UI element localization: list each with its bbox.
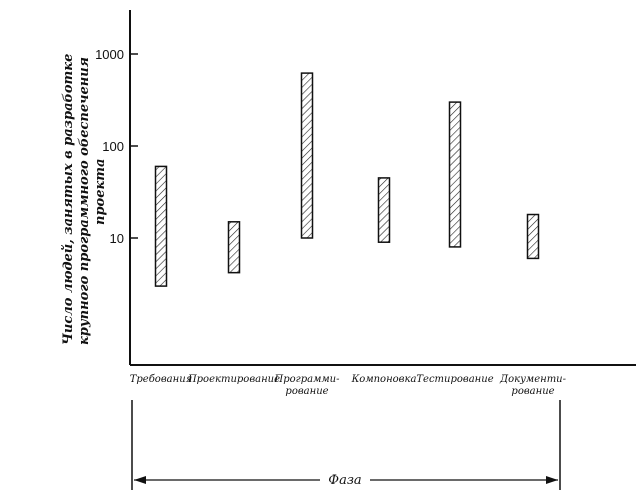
y-tick-label: 1000 [95, 47, 124, 62]
phase-label: Фаза [328, 473, 361, 488]
y-axis-label: Число людей, занятых в разработке крупно… [61, 54, 108, 345]
arrow-right-icon [546, 476, 558, 484]
y-tick-label: 10 [110, 231, 124, 246]
range-bar [154, 165, 168, 287]
y-axis-label-line-2: крупного программного обеспечения [77, 57, 92, 345]
range-bar [526, 213, 540, 260]
y-axis-label-line-1: Число людей, занятых в разработке [61, 54, 76, 345]
category-label: Требования [130, 374, 193, 385]
category-label: Компоновка [351, 374, 417, 385]
category-label: рование [511, 386, 554, 397]
category-label: рование [285, 386, 328, 397]
category-label: Программи- [274, 374, 341, 385]
range-bar [448, 101, 462, 248]
category-labels: ТребованияПроектированиеПрограмми-ровани… [130, 374, 567, 397]
y-tick-label: 100 [102, 139, 124, 154]
y-ticks: 10 100 1000 [95, 47, 138, 246]
y-axis-label-line-3: проекта [93, 159, 108, 225]
range-bar [300, 72, 314, 239]
phase-bracket: Фаза [131, 400, 561, 490]
category-label: Тестирование [416, 374, 493, 385]
range-bar [227, 221, 241, 274]
arrow-left-icon [134, 476, 146, 484]
category-label: Проектирование [187, 374, 280, 385]
range-bar [377, 177, 391, 243]
category-label: Документи- [499, 374, 567, 385]
bars [154, 72, 540, 287]
